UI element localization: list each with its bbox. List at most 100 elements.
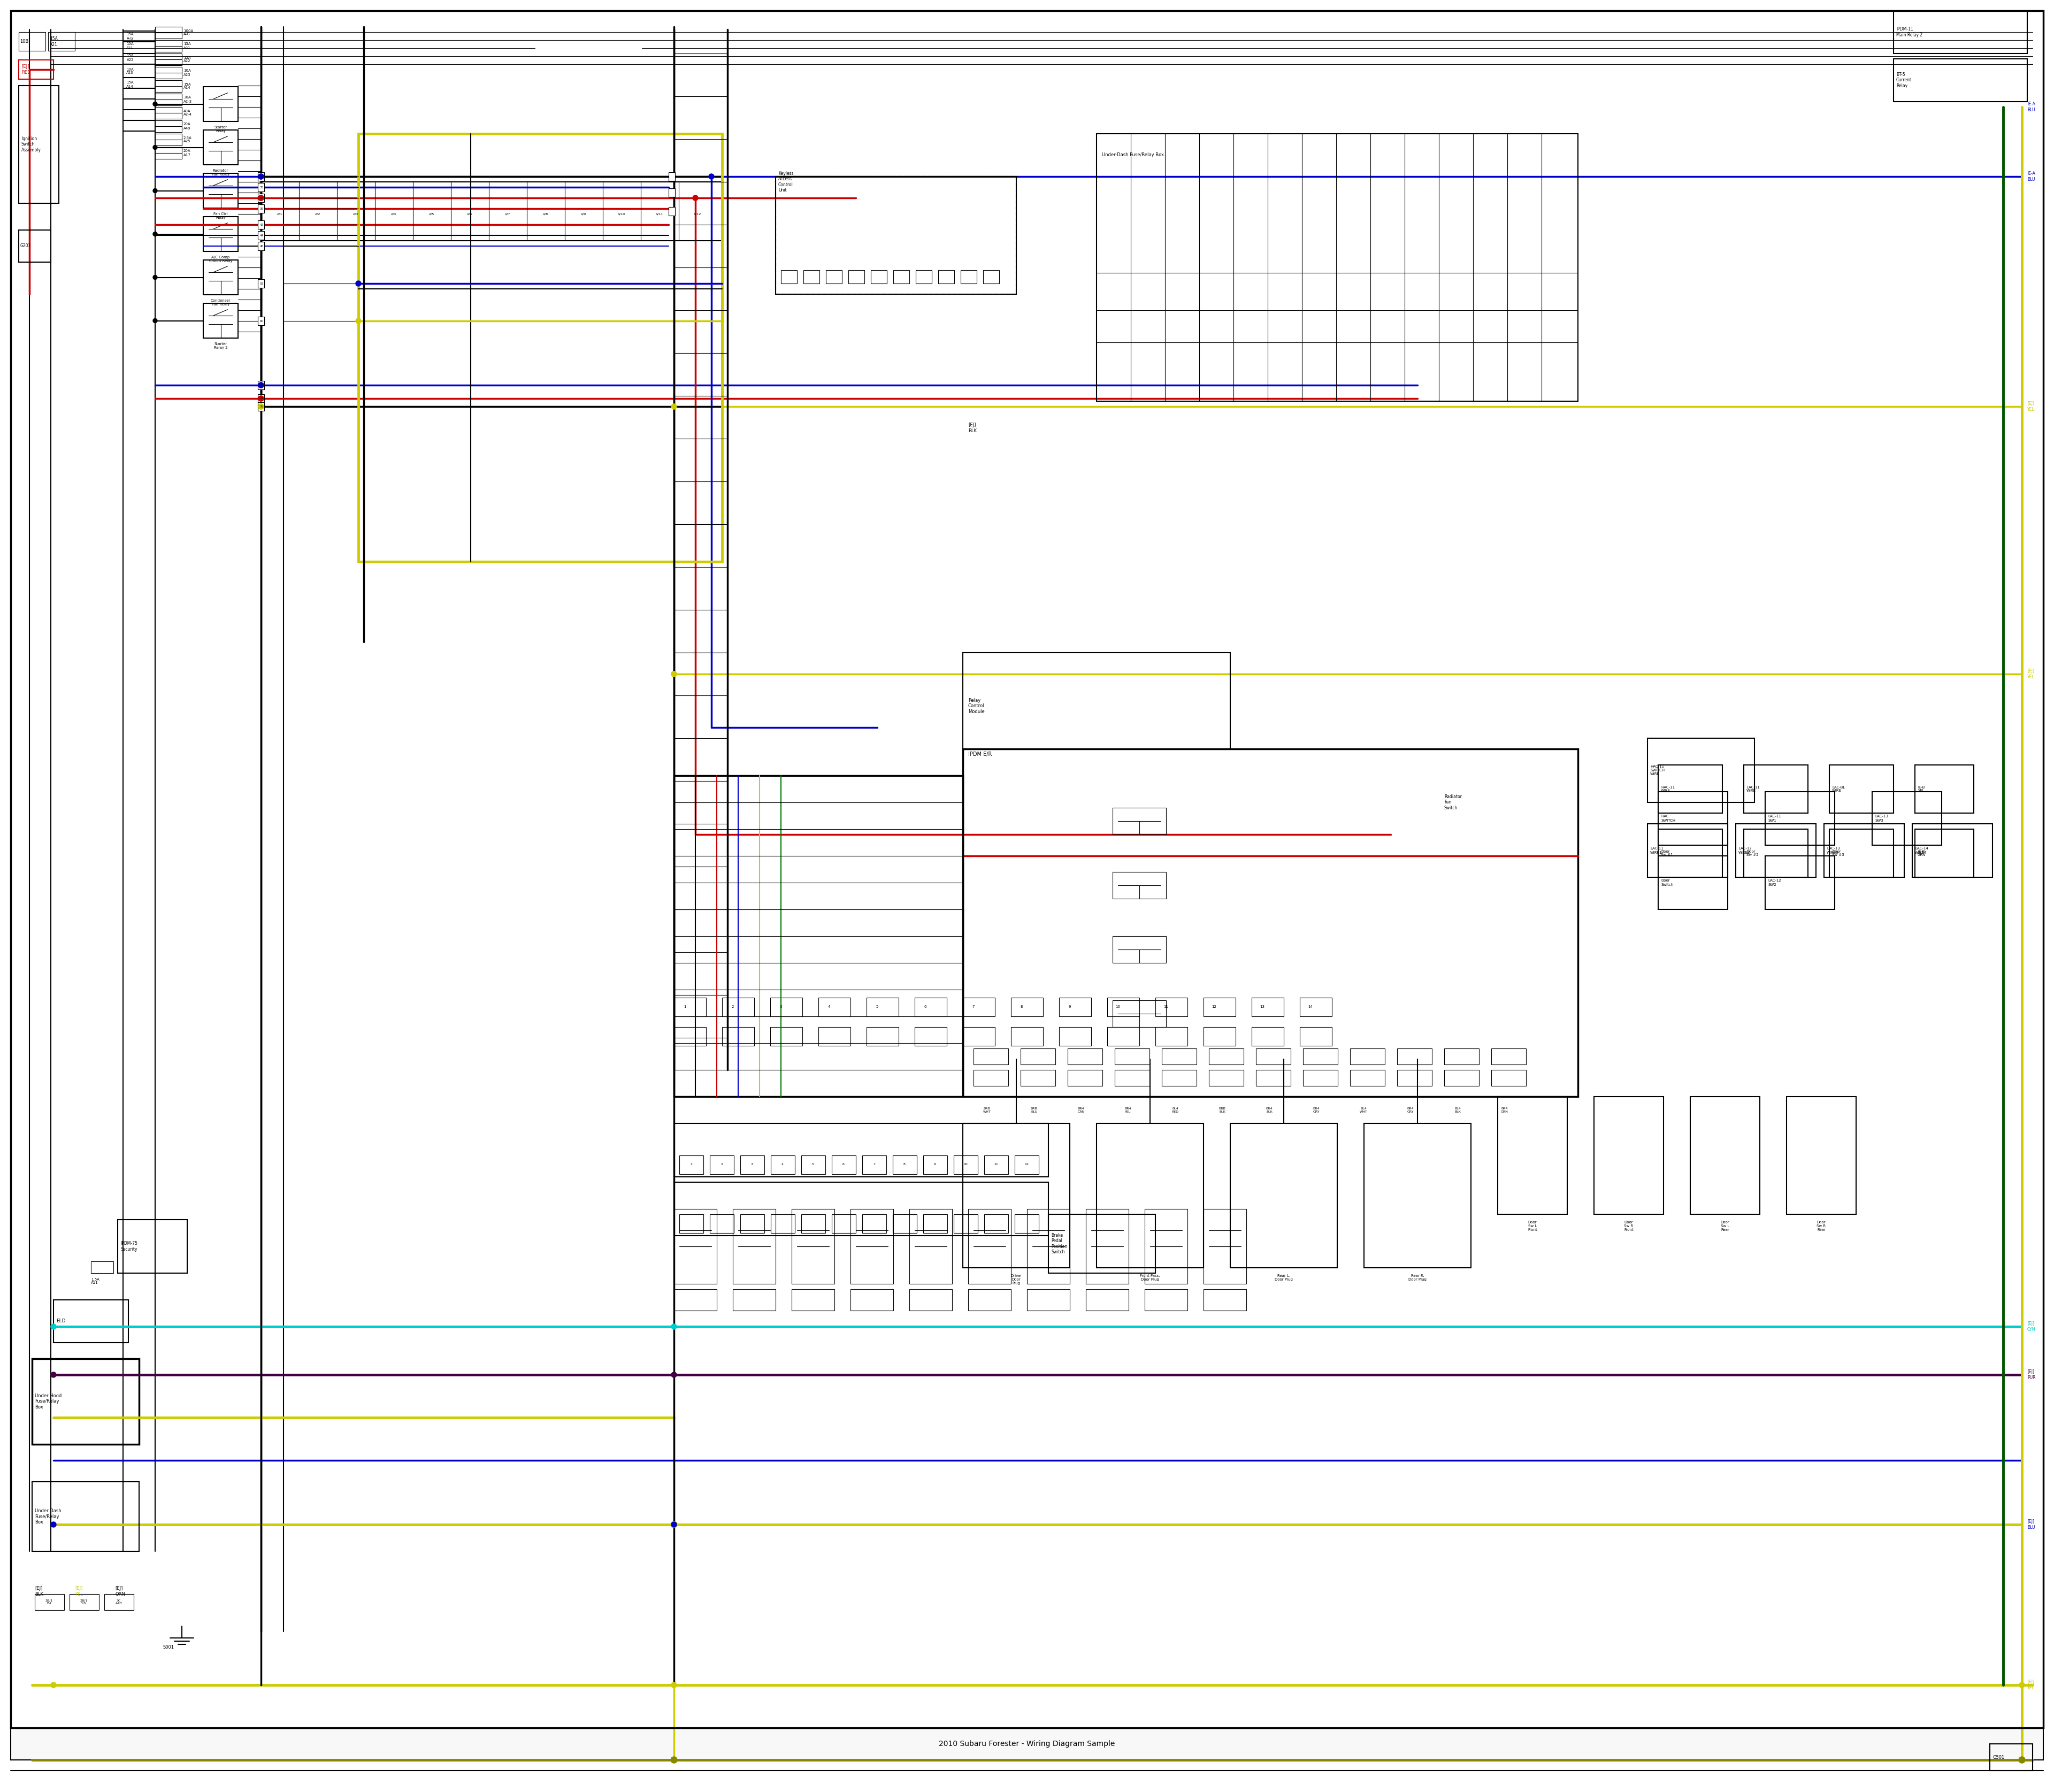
Bar [70, 1595, 99, 1611]
Bar [156, 108, 183, 118]
Bar [156, 39, 183, 52]
Bar [1736, 824, 1816, 878]
Text: 11: 11 [1165, 1005, 1169, 1009]
Circle shape [259, 382, 263, 387]
Text: Door
Sw #2: Door Sw #2 [1746, 849, 1758, 857]
Circle shape [672, 1758, 676, 1763]
Bar [832, 1156, 857, 1174]
Text: 9: 9 [935, 1163, 937, 1167]
Bar [1647, 824, 1727, 878]
Bar [1658, 792, 1727, 846]
Text: 44: 44 [259, 235, 263, 237]
Bar [1107, 998, 1140, 1016]
Text: BR4
YEL: BR4 YEL [1126, 1107, 1132, 1113]
Bar [670, 188, 676, 197]
Bar [674, 1210, 717, 1283]
Bar [18, 86, 60, 202]
Text: BL4
BLK: BL4 BLK [1454, 1107, 1460, 1113]
Circle shape [259, 174, 263, 179]
Bar [801, 1156, 826, 1174]
Bar [776, 177, 1017, 294]
Bar [1027, 1210, 1070, 1283]
Bar [1060, 998, 1091, 1016]
Bar [1764, 857, 1834, 909]
Text: Condenser
Fan Relay: Condenser Fan Relay [212, 299, 230, 306]
Text: Rear L.
Door Plug: Rear L. Door Plug [1276, 1274, 1292, 1281]
Text: 12: 12 [1212, 1005, 1216, 1009]
Text: 20A
A49: 20A A49 [183, 124, 191, 129]
Text: [EJ]
BLK: [EJ] BLK [35, 1586, 43, 1597]
Bar [674, 1027, 707, 1047]
Text: A/10: A/10 [618, 213, 624, 215]
Text: Door
Sw L
Front: Door Sw L Front [1528, 1220, 1536, 1231]
Bar [791, 1210, 834, 1283]
Bar [1990, 1744, 2033, 1770]
Bar [203, 86, 238, 122]
Bar [1015, 1215, 1039, 1233]
Text: 40A
A2-4: 40A A2-4 [183, 109, 191, 116]
Text: 6: 6 [842, 1163, 844, 1167]
Circle shape [692, 195, 698, 201]
Bar [10, 1727, 2044, 1760]
Bar [803, 271, 820, 283]
Text: 1: 1 [684, 1005, 686, 1009]
Bar [739, 1156, 764, 1174]
Bar [1144, 1288, 1187, 1310]
Bar [1163, 1070, 1197, 1086]
Text: A/8: A/8 [542, 213, 548, 215]
Text: LAC-13
SW3: LAC-13 SW3 [1875, 815, 1888, 823]
Text: HAC
SWITCH: HAC SWITCH [1662, 815, 1676, 823]
Bar [723, 1027, 754, 1047]
Text: Under Dash
Fuse/Relay
Box: Under Dash Fuse/Relay Box [35, 1509, 62, 1525]
Bar [259, 382, 265, 389]
Text: Door
Sw R
Front: Door Sw R Front [1625, 1220, 1633, 1231]
Text: 13: 13 [1259, 1005, 1265, 1009]
Text: BRB
WHT: BRB WHT [984, 1107, 990, 1113]
Bar [1349, 1070, 1384, 1086]
Text: Fan Ctrl
Relay: Fan Ctrl Relay [214, 213, 228, 219]
Bar [826, 271, 842, 283]
Bar [156, 120, 183, 133]
Text: Starter
Relay: Starter Relay [214, 125, 228, 133]
Bar [259, 317, 265, 324]
Bar [1744, 830, 1808, 878]
Text: A/4: A/4 [390, 213, 396, 215]
Bar [1113, 1000, 1167, 1027]
Bar [259, 204, 265, 213]
Circle shape [2019, 1683, 2025, 1688]
Bar [53, 1299, 127, 1342]
Text: BR4
BLK: BR4 BLK [1265, 1107, 1273, 1113]
Text: 2: 2 [721, 1163, 723, 1167]
Bar [1115, 1048, 1150, 1064]
Bar [967, 1288, 1011, 1310]
Text: BRB
BLU: BRB BLU [1031, 1107, 1037, 1113]
Bar [1087, 1210, 1128, 1283]
Text: BR4
GRN: BR4 GRN [1501, 1107, 1508, 1113]
Text: [EJ]
YEL: [EJ] YEL [2027, 1679, 2036, 1690]
Text: A/3: A/3 [353, 213, 359, 215]
Text: 10B: 10B [21, 39, 29, 45]
Text: 15A
A21: 15A A21 [127, 43, 134, 50]
Text: LAC-BL
WIRE: LAC-BL WIRE [1832, 785, 1844, 792]
Text: A/11: A/11 [655, 213, 663, 215]
Bar [35, 1595, 64, 1611]
Text: 10A
A23: 10A A23 [183, 70, 191, 77]
Bar [801, 1215, 826, 1233]
Text: 2B/1
Y-S: 2B/1 Y-S [80, 1598, 88, 1606]
Bar [1830, 830, 1894, 878]
Text: [EJ]
RED: [EJ] RED [21, 65, 31, 75]
Text: Under-Dash Fuse/Relay Box: Under-Dash Fuse/Relay Box [1101, 152, 1165, 158]
Bar [1302, 1048, 1337, 1064]
Bar [1824, 824, 1904, 878]
Bar [893, 1156, 916, 1174]
Text: S001: S001 [162, 1645, 175, 1650]
Circle shape [672, 1756, 678, 1763]
Text: A/5: A/5 [429, 213, 433, 215]
Bar [261, 177, 723, 407]
Bar [893, 1215, 916, 1233]
Text: 2.5A
A25: 2.5A A25 [183, 136, 191, 143]
Bar [832, 1215, 857, 1233]
Bar [117, 1220, 187, 1272]
Text: 7: 7 [972, 1005, 976, 1009]
Bar [203, 260, 238, 294]
